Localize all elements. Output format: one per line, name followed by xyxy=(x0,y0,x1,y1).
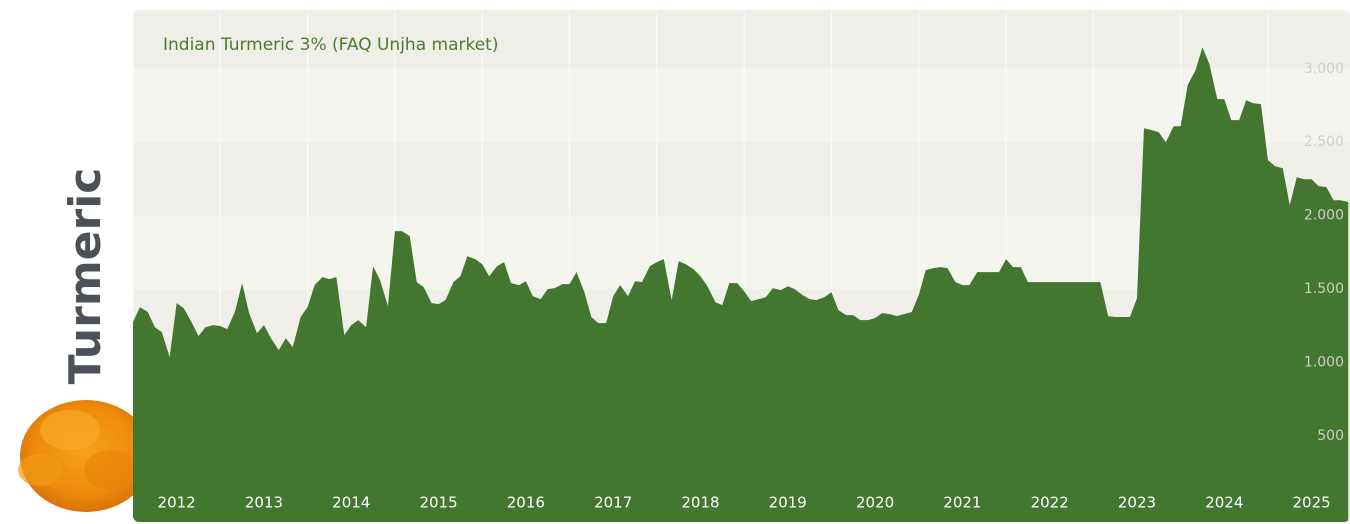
area xyxy=(133,47,1349,522)
x-tick-label: 2022 xyxy=(1031,494,1069,512)
side-label: Turmeric xyxy=(60,168,111,385)
x-tick-label: 2013 xyxy=(245,494,283,512)
x-tick-label: 2016 xyxy=(507,494,545,512)
plot-area xyxy=(133,10,1350,522)
chart-title: Indian Turmeric 3% (FAQ Unjha market) xyxy=(163,35,498,55)
x-tick-label: 2019 xyxy=(769,494,807,512)
grid-band xyxy=(133,68,1350,143)
x-tick-label: 2025 xyxy=(1292,494,1330,512)
y-tick-label: 1.500 xyxy=(1304,281,1344,297)
x-tick-label: 2020 xyxy=(856,494,894,512)
x-tick-label: 2023 xyxy=(1118,494,1156,512)
x-tick-label: 2012 xyxy=(158,494,196,512)
y-tick-label: 2.500 xyxy=(1304,134,1344,150)
y-tick-label: 2.000 xyxy=(1304,208,1344,224)
y-tick-label: 500 xyxy=(1317,428,1344,444)
turmeric-pile xyxy=(18,400,152,512)
x-tick-label: 2015 xyxy=(419,494,457,512)
x-tick-label: 2014 xyxy=(332,494,370,512)
x-tick-label: 2018 xyxy=(681,494,719,512)
y-tick-label: 1.000 xyxy=(1304,355,1344,371)
x-tick-label: 2017 xyxy=(594,494,632,512)
y-tick-label: 3.000 xyxy=(1304,61,1344,77)
x-tick-label: 2021 xyxy=(943,494,981,512)
x-tick-label: 2024 xyxy=(1205,494,1243,512)
